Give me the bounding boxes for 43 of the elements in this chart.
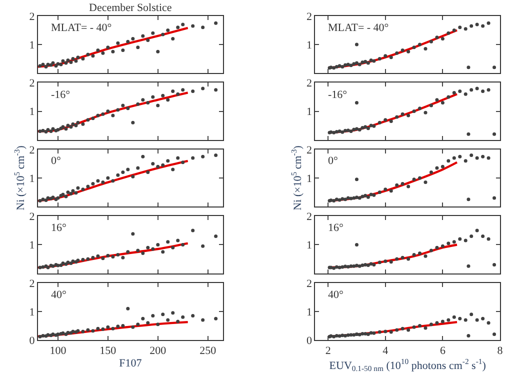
annotation: 0°	[51, 155, 61, 167]
x-tick-label: 150	[100, 345, 117, 358]
y-tick-label: 1	[306, 306, 312, 318]
y-tick-label: 2	[29, 10, 35, 23]
y-tick-label: 2	[306, 10, 312, 23]
y-tick-label: 1	[29, 240, 35, 252]
x-tick-label: 4	[382, 345, 389, 358]
y-tick-label: 2	[306, 144, 312, 156]
y-tick-label: 2	[29, 78, 35, 90]
y-tick-label: 2	[306, 78, 312, 90]
y-tick-label: 1	[306, 240, 312, 252]
annotation: 16°	[328, 222, 344, 234]
text: EUV$_{0.1-50 nm}$ (10$^{10}$ photons cm$^{-2}$ s$^{-1}$)	[329, 357, 486, 374]
annotation: 0°	[328, 155, 338, 167]
x-tick-label: 100	[50, 345, 67, 358]
annotation: -16°	[51, 89, 70, 101]
y-tick-label: 2	[29, 211, 35, 224]
y-tick-label: 2	[306, 278, 312, 290]
annotation: 16°	[51, 222, 66, 234]
y-tick-label: 1	[306, 172, 312, 185]
annotation: MLAT= - 40°	[328, 22, 389, 34]
annotation: 40°	[328, 289, 344, 301]
annotation: 40°	[51, 289, 66, 301]
y-tick-label: 2	[29, 144, 35, 156]
x-axis-title: F107	[119, 357, 142, 370]
y-tick-label: 2	[306, 211, 312, 224]
x-tick-label: 200	[150, 345, 167, 358]
x-tick-label: 8	[497, 345, 504, 358]
x-tick-label: 6	[440, 345, 446, 358]
annotation: MLAT= - 40°	[51, 22, 112, 34]
annotation: -16°	[328, 89, 348, 101]
y-tick-label: 1	[306, 106, 312, 118]
y-tick-label: 0	[29, 334, 36, 347]
y-tick-label: 1	[29, 39, 35, 52]
y-tick-label: 1	[306, 39, 312, 52]
y-tick-label: 2	[29, 278, 35, 290]
y-tick-label: 1	[29, 106, 35, 118]
y-tick-label: 1	[29, 172, 35, 185]
y-tick-label: 0	[306, 334, 312, 347]
y-tick-label: 1	[29, 306, 35, 318]
x-tick-label: 250	[200, 345, 217, 358]
x-tick-label: 2	[325, 345, 331, 358]
chart-title: December Solstice	[89, 2, 172, 14]
